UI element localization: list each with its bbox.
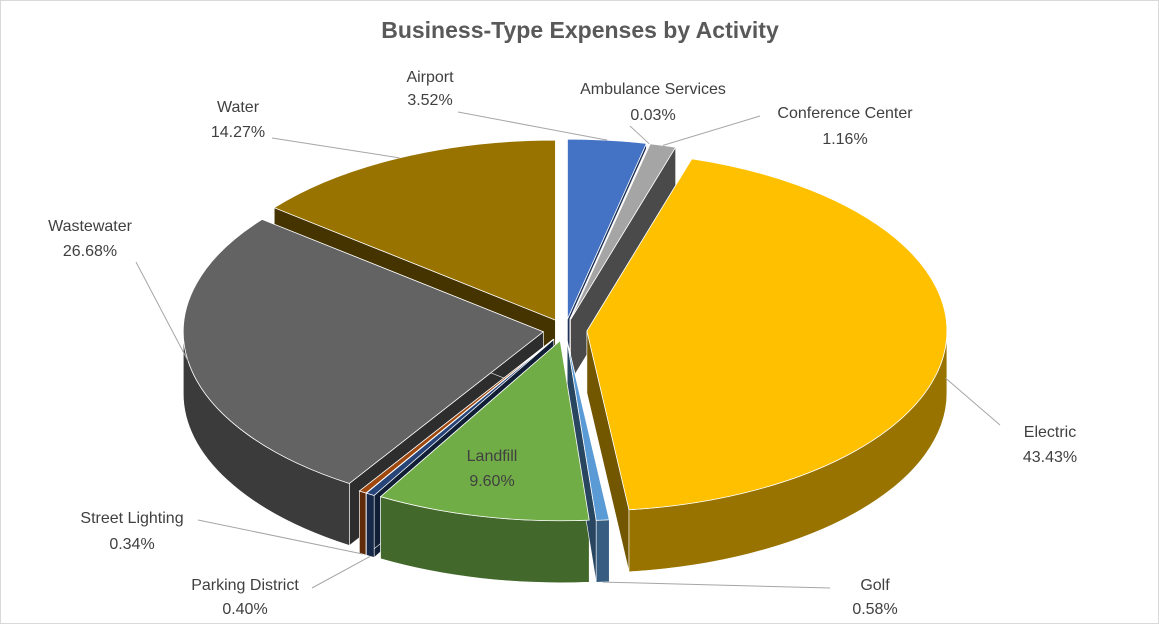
leader-line [271,137,400,159]
data-label-name: Parking District [191,577,299,594]
data-label-value: 3.52% [407,92,452,109]
data-label-value: 0.03% [630,107,675,124]
leader-line [457,111,608,141]
data-label-value: 9.60% [469,473,514,490]
data-label-name: Conference Center [777,105,913,122]
data-label-value: 0.58% [852,601,897,618]
data-label-name: Electric [1024,424,1076,441]
data-label-name: Golf [860,577,890,594]
leader-line [662,115,761,146]
data-label-value: 26.68% [63,243,117,260]
slice [586,158,948,511]
data-label-value: 43.43% [1023,449,1077,466]
leader-line [197,519,363,555]
data-label-name: Wastewater [48,218,133,235]
data-label-value: 14.27% [211,124,265,141]
leader-line [311,555,371,589]
slice [358,339,554,494]
chart-title: Business-Type Expenses by Activity [381,17,779,43]
slice [182,218,545,484]
leader-line [945,377,1001,426]
data-label-name: Airport [406,69,454,86]
slice-wall [366,492,375,558]
data-label-value: 0.34% [109,536,154,553]
slice [379,339,590,522]
slice [273,139,556,321]
leader-line [602,581,831,589]
slice [566,340,610,521]
data-label-value: 1.16% [822,131,867,148]
data-label-name: Street Lighting [80,510,183,527]
data-label-name: Water [217,99,260,116]
leader-line [629,125,650,145]
slice-wall [595,519,610,583]
data-label-name: Ambulance Services [580,81,726,98]
data-label-name: Landfill [467,448,518,465]
slice-wall [359,490,367,556]
slice [567,138,647,320]
leader-line [135,261,189,362]
data-label-value: 0.40% [222,601,267,618]
